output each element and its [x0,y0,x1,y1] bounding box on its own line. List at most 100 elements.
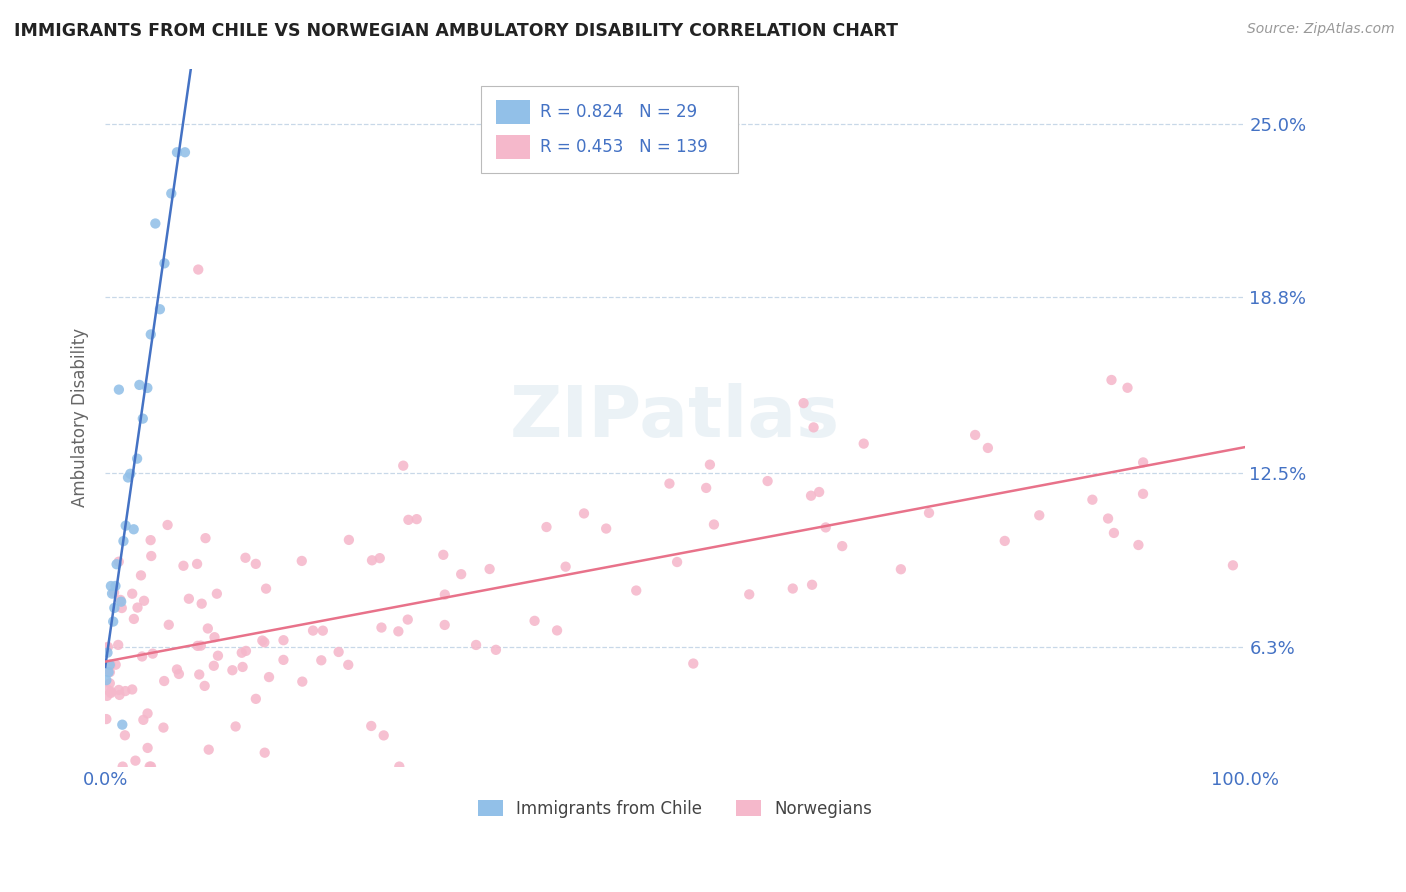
Point [311,653,333,667]
Point [132,594,155,608]
Point [595,522,617,536]
Point [257,670,280,684]
Point [814,520,837,534]
Point [831,539,853,553]
Point [114,728,136,742]
Point [852,436,875,450]
Text: R = 0.824   N = 29: R = 0.824 N = 29 [540,103,697,120]
Point [368,551,391,566]
Point [190,597,212,611]
Point [782,582,804,596]
Point [110,595,132,609]
Point [108,383,131,397]
Point [666,555,689,569]
Point [131,649,153,664]
Point [124,754,146,768]
Point [190,639,212,653]
Point [626,583,648,598]
Point [890,562,912,576]
Point [793,396,815,410]
Point [546,624,568,638]
Point [98,676,121,690]
Point [808,485,831,500]
Point [202,658,225,673]
Point [465,638,488,652]
Point [160,186,183,201]
Point [360,719,382,733]
Point [756,474,779,488]
Point [1097,511,1119,525]
Point [138,759,160,773]
Point [803,420,825,434]
Point [139,759,162,773]
Point [682,657,704,671]
Point [1132,487,1154,501]
Point [703,517,725,532]
Point [207,648,229,663]
Point [97,682,120,697]
Point [291,554,314,568]
Point [136,381,159,395]
Point [235,550,257,565]
Point [107,682,129,697]
Point [166,663,188,677]
Point [114,684,136,698]
Point [977,441,1000,455]
Point [100,684,122,698]
Point [194,531,217,545]
Point [97,665,120,680]
Point [136,706,159,721]
Point [1128,538,1150,552]
Point [1028,508,1050,523]
Point [965,428,987,442]
Point [132,713,155,727]
Point [554,559,576,574]
Point [197,622,219,636]
Point [253,746,276,760]
Point [117,470,139,484]
Point [396,613,419,627]
Point [97,640,120,654]
Point [166,145,188,160]
Point [104,657,127,672]
Point [373,728,395,742]
Point [111,601,134,615]
Text: R = 0.453   N = 139: R = 0.453 N = 139 [540,137,709,156]
Point [205,587,228,601]
Point [536,520,558,534]
Point [328,645,350,659]
Point [107,638,129,652]
Point [143,217,166,231]
Point [405,512,427,526]
Point [197,742,219,756]
Point [994,533,1017,548]
Point [104,579,127,593]
Point [96,673,118,687]
Point [800,489,823,503]
Point [204,630,226,644]
Point [225,719,247,733]
Point [98,657,121,672]
Point [153,673,176,688]
Point [252,633,274,648]
Point [485,643,508,657]
Point [738,587,761,601]
Point [450,567,472,582]
Point [129,568,152,582]
Point [103,585,125,599]
Point [111,717,134,731]
Point [523,614,546,628]
Text: IMMIGRANTS FROM CHILE VS NORWEGIAN AMBULATORY DISABILITY CORRELATION CHART: IMMIGRANTS FROM CHILE VS NORWEGIAN AMBUL… [14,22,898,40]
Point [235,644,257,658]
Point [188,667,211,681]
Point [302,624,325,638]
Point [433,588,456,602]
Point [1132,455,1154,469]
Point [337,533,360,547]
Point [337,657,360,672]
Point [167,667,190,681]
Point [1102,525,1125,540]
Point [478,562,501,576]
Point [1101,373,1123,387]
Point [132,411,155,425]
